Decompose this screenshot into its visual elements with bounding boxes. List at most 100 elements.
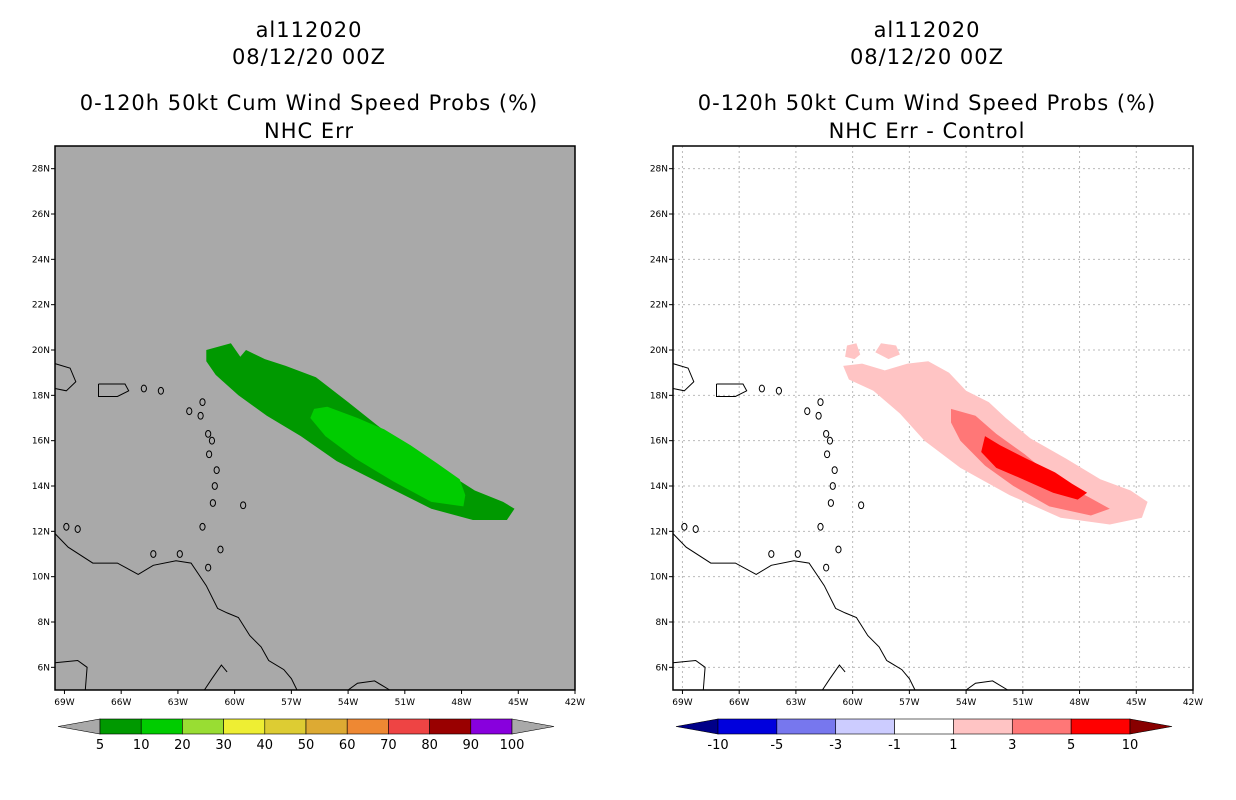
p0-island-7	[211, 482, 218, 490]
p1-x-tick-label-6: 51W	[1013, 698, 1033, 708]
p0-island-12	[205, 563, 212, 572]
left-map-chart: 69W 66W 63W 60W 57W 54W 51W 48W 45W 42W 6N 8N 10N 12N…	[32, 145, 585, 753]
p0-colorbar-label-7: 70	[380, 738, 397, 753]
p0-colorbar-swatch-5	[305, 718, 348, 735]
p1-colorbar-label-6: 5	[1067, 738, 1075, 753]
p0-x-tick-label-3: 60W	[224, 698, 244, 708]
p0-island-5	[206, 450, 213, 459]
p0-y-tick-label-4: 14N	[32, 482, 50, 492]
p0-y-tick-label-5: 16N	[32, 437, 50, 447]
p0-y-tick-label-10: 26N	[32, 210, 50, 220]
p0-colorbar-label-3: 30	[215, 738, 232, 753]
right-title-line-1: al112020	[873, 18, 981, 42]
left-title-line-4: NHC Err	[263, 119, 354, 143]
p0-y-tick-label-8: 22N	[32, 301, 50, 311]
p0-island-18	[140, 384, 147, 393]
right-title-line-3: 0-120h 50kt Cum Wind Speed Probs (%)	[697, 91, 1157, 115]
p1-x-tick-label-4: 57W	[899, 698, 919, 708]
p1-coastline-1	[716, 383, 748, 397]
p0-island-13	[63, 522, 70, 531]
p1-y-tick-label-3: 12N	[650, 527, 668, 537]
p1-contour-1-2	[875, 343, 900, 360]
p0-island-3	[205, 429, 212, 438]
p0-y-tick-label-1: 8N	[38, 618, 50, 628]
p1-island-15	[768, 550, 775, 558]
p1-x-tick-label-1: 66W	[729, 698, 749, 708]
p0-colorbar-swatch-0	[99, 718, 142, 735]
p1-colorbar-swatch-1	[776, 718, 837, 735]
p0-y-tick-label-0: 6N	[38, 663, 50, 673]
left-title-line-3: 0-120h 50kt Cum Wind Speed Probs (%)	[79, 91, 539, 115]
left-panel: al112020 08/12/20 00Z 0-120h 50kt Cum Wi…	[32, 18, 585, 753]
p0-y-tick-label-9: 24N	[32, 255, 50, 265]
p0-y-tick-label-6: 18N	[32, 391, 50, 401]
p1-x-tick-label-8: 45W	[1126, 698, 1146, 708]
p1-colorbar-label-5: 3	[1008, 738, 1016, 753]
right-map-chart: 69W 66W 63W 60W 57W 54W 51W 48W 45W 42W 6N 8N 10N 12N…	[650, 145, 1203, 753]
p0-island-10	[240, 501, 247, 510]
p0-island-15	[150, 550, 157, 558]
p1-y-tick-label-7: 20N	[650, 346, 668, 356]
p1-coastline-0	[672, 363, 695, 392]
p1-x-tick-label-2: 63W	[786, 698, 806, 708]
p1-colorbar-swatch-2	[835, 718, 895, 735]
p1-x-tick-label-3: 60W	[842, 698, 862, 708]
p1-contour-1-1	[845, 343, 861, 360]
p1-plot-frame	[672, 145, 1194, 691]
p0-island-6	[213, 466, 220, 475]
p1-island-0	[817, 398, 824, 407]
p1-coastline-3	[821, 664, 846, 691]
p0-colorbar-label-2: 20	[174, 738, 191, 753]
p1-island-18	[758, 384, 765, 393]
p1-y-tick-label-2: 10N	[650, 573, 668, 583]
p0-x-tick-label-5: 54W	[338, 698, 358, 708]
p1-island-14	[692, 525, 699, 533]
p1-colorbar-label-1: -5	[770, 738, 783, 753]
p1-colorbar-under-arrow	[675, 718, 719, 735]
p1-x-tick-label-0: 69W	[672, 698, 692, 708]
p0-y-tick-label-2: 10N	[32, 573, 50, 583]
p0-colorbar-label-8: 80	[421, 738, 438, 753]
p0-coastline-1	[98, 383, 130, 397]
p1-colorbar-label-4: 1	[949, 738, 957, 753]
p1-colorbar-swatch-5	[1011, 718, 1072, 735]
p0-coastline-4	[54, 659, 88, 691]
p0-island-16	[176, 550, 183, 558]
p0-x-tick-label-4: 57W	[281, 698, 301, 708]
p1-colorbar-swatch-6	[1070, 718, 1131, 735]
p1-island-13	[681, 522, 688, 531]
p1-island-8	[827, 499, 834, 507]
p1-colorbar-over-arrow	[1129, 718, 1173, 735]
p0-coastline-0	[54, 363, 77, 392]
p0-island-14	[74, 525, 81, 533]
p1-island-17	[775, 386, 782, 395]
p0-colorbar-label-0: 5	[96, 738, 104, 753]
p1-colorbar-label-3: -1	[888, 738, 901, 753]
p0-island-4	[208, 436, 216, 445]
p0-colorbar-label-5: 50	[298, 738, 315, 753]
p0-x-tick-label-9: 42W	[565, 698, 585, 708]
p0-island-8	[209, 499, 216, 507]
p0-island-11	[217, 545, 224, 554]
p1-y-tick-label-8: 22N	[650, 301, 668, 311]
left-title-line-2: 08/12/20 00Z	[231, 45, 387, 69]
p1-island-1	[815, 411, 822, 420]
p0-island-2	[186, 407, 193, 416]
p1-island-6	[831, 466, 838, 475]
p0-plot-frame	[54, 145, 576, 691]
p1-y-tick-label-11: 28N	[650, 165, 668, 175]
p0-x-tick-label-0: 69W	[54, 698, 74, 708]
p1-y-tick-label-6: 18N	[650, 391, 668, 401]
p0-island-0	[199, 398, 206, 407]
p0-colorbar-over-arrow	[511, 718, 555, 735]
p1-coastline-4	[672, 659, 706, 691]
p1-y-tick-label-1: 8N	[656, 618, 668, 628]
p0-colorbar-label-1: 10	[133, 738, 150, 753]
p1-colorbar-swatch-0	[717, 718, 778, 735]
p1-island-12	[823, 563, 830, 572]
right-panel: al112020 08/12/20 00Z 0-120h 50kt Cum Wi…	[618, 0, 1236, 800]
p0-colorbar-swatch-6	[346, 718, 389, 735]
p0-colorbar-swatch-8	[429, 718, 472, 735]
p0-y-tick-label-11: 28N	[32, 165, 50, 175]
p1-colorbar-swatch-3	[894, 718, 954, 735]
